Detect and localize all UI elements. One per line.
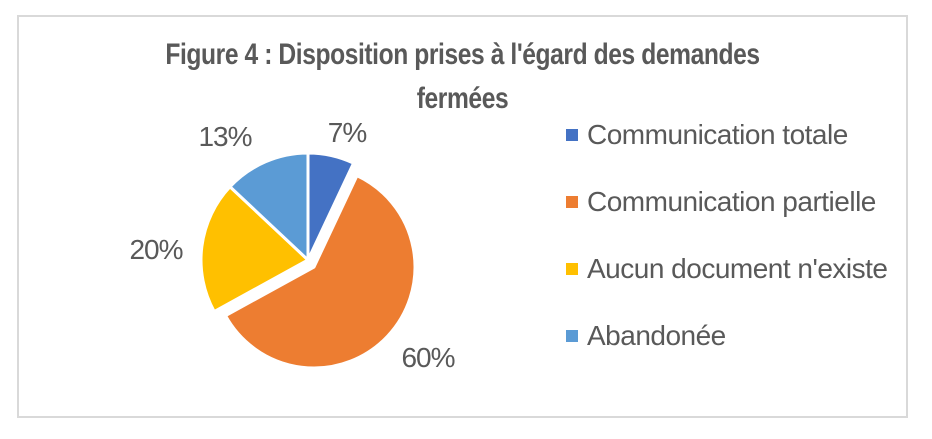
legend-label: Communication totale	[587, 119, 848, 150]
legend-label: Aucun document n'existe	[587, 253, 888, 284]
data-label-1: 7%	[327, 117, 367, 148]
chart-figure-frame: Figure 4 : Disposition prises à l'égard …	[17, 15, 908, 418]
legend-item-3: Aucun document n'existe	[566, 252, 888, 286]
legend-item-1: Communication totale	[566, 118, 887, 152]
legend-item-4: Abandonée	[566, 319, 887, 353]
pie-svg	[199, 151, 417, 370]
legend-marker-icon	[566, 263, 578, 275]
legend-marker-icon	[566, 196, 578, 208]
legend-label: Abandonée	[587, 320, 726, 351]
data-label-3: 20%	[129, 234, 183, 265]
legend-marker-icon	[566, 129, 578, 141]
legend-marker-icon	[566, 330, 578, 342]
data-label-4: 13%	[198, 121, 252, 152]
chart-title-line-1: Figure 4 : Disposition prises à l'égard …	[165, 38, 760, 71]
chart-title-line-2: fermées	[416, 82, 509, 115]
legend-item-2: Communication partielle	[566, 185, 887, 219]
legend-label: Communication partielle	[587, 186, 876, 217]
pie-slice-2	[223, 174, 417, 370]
pie-slice-3	[199, 185, 310, 314]
data-label-2: 60%	[401, 342, 455, 373]
chart-legend: Communication totale Communication partie…	[566, 118, 888, 353]
pie-slice-4	[228, 151, 310, 262]
chart-title: Figure 4 : Disposition prises à l'égard …	[99, 33, 826, 121]
pie-plot-area: 7% 60% 20% 13%	[19, 17, 910, 420]
